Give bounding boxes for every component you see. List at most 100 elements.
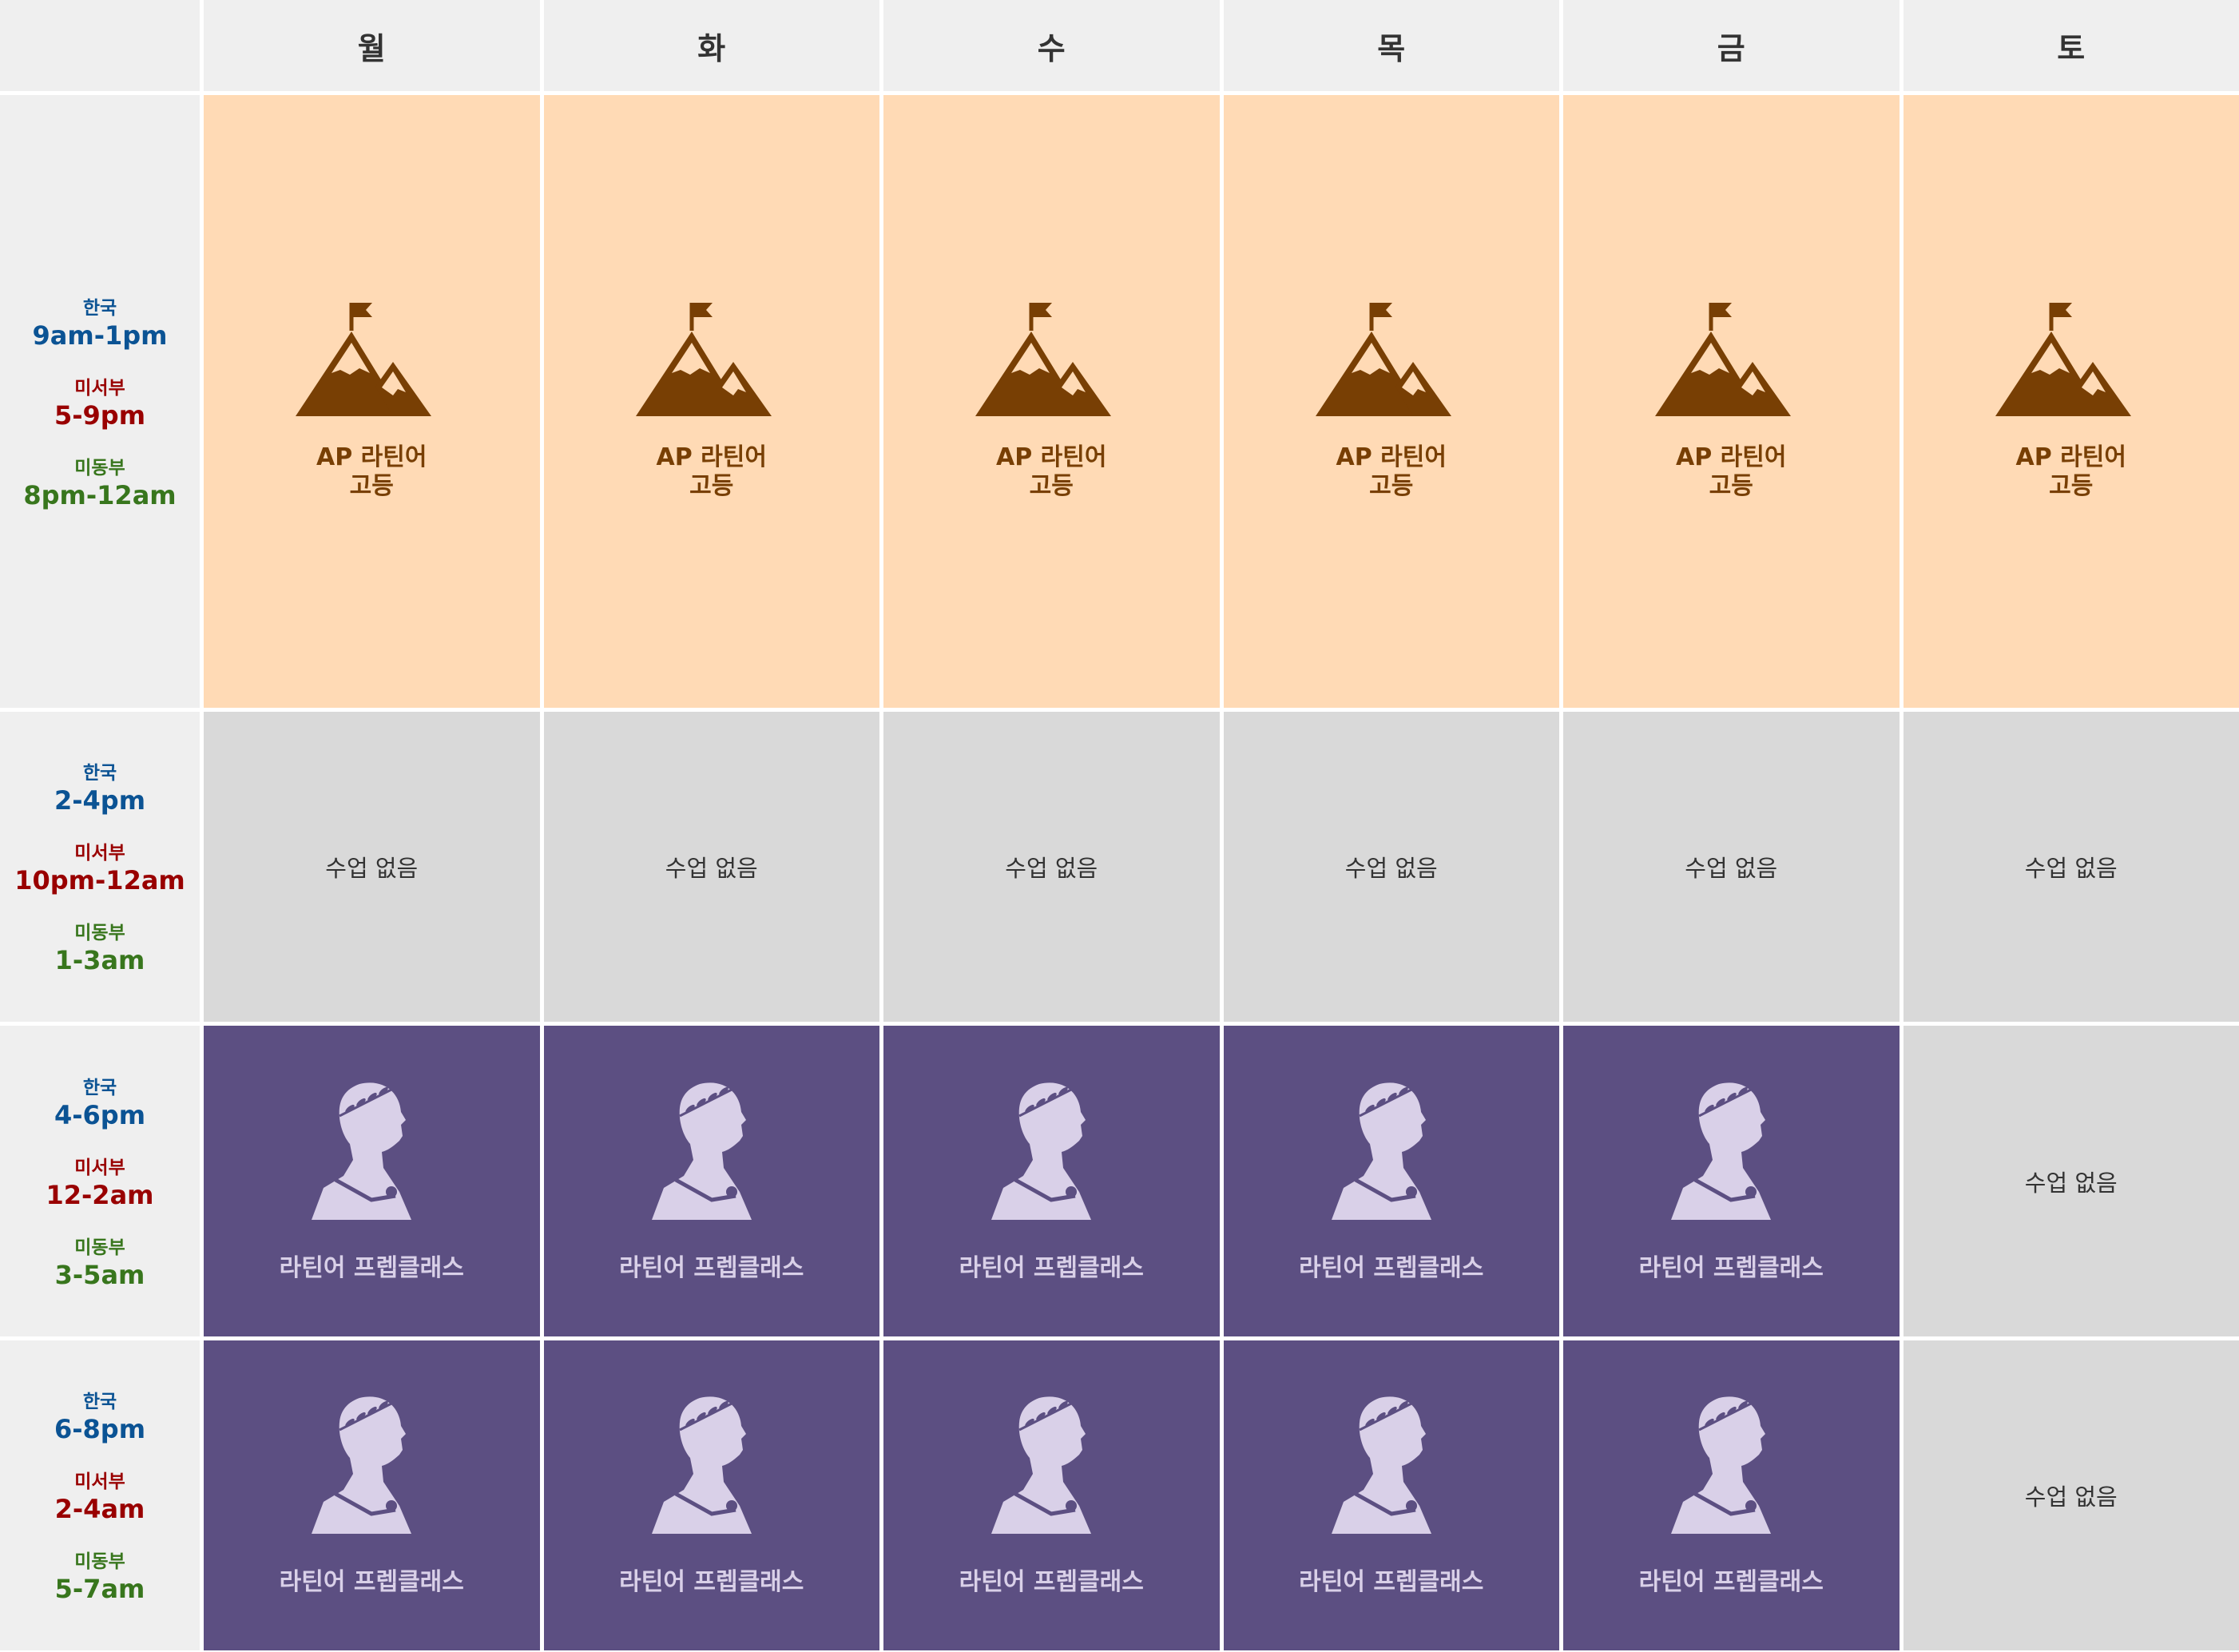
day-header: 토 (1903, 0, 2239, 91)
class-level: 고등 (1029, 471, 1074, 500)
class-name: 수업 없음 (2024, 855, 2118, 882)
no-class-cell: 수업 없음 (204, 712, 540, 1022)
west-time-range: 2-4am (54, 1494, 145, 1524)
korea-zone-label: 한국 (82, 297, 117, 319)
class-cell[interactable]: 라틴어 프렙클래스 (1223, 1026, 1559, 1336)
class-name: 라틴어 프렙클래스 (279, 1253, 464, 1282)
roman-bust-icon (1331, 1080, 1451, 1248)
time-slot-cell: 한국 4-6pm 미서부 12-2am 미동부 3-5am (0, 1026, 200, 1336)
korea-time-range: 6-8pm (54, 1414, 146, 1444)
korea-time-range: 4-6pm (54, 1099, 146, 1130)
class-cell[interactable]: AP 라틴어 고등 (883, 95, 1220, 708)
day-header: 목 (1223, 0, 1559, 91)
class-level: 고등 (689, 471, 734, 500)
korea-zone-label: 한국 (82, 1077, 117, 1098)
roman-bust-icon (312, 1394, 431, 1562)
class-level: 고등 (1709, 471, 1753, 500)
class-name: 수업 없음 (325, 855, 419, 882)
west-time-range: 10pm-12am (14, 865, 185, 895)
class-name: 라틴어 프렙클래스 (1299, 1253, 1484, 1282)
mountain-flag-icon (975, 302, 1127, 443)
class-name: 라틴어 프렙클래스 (959, 1568, 1144, 1596)
no-class-cell: 수업 없음 (1223, 712, 1559, 1022)
class-cell[interactable]: 라틴어 프렙클래스 (1563, 1340, 1900, 1650)
class-name: 수업 없음 (1005, 855, 1098, 882)
class-name: 라틴어 프렙클래스 (619, 1568, 804, 1596)
class-cell[interactable]: 라틴어 프렙클래스 (1563, 1026, 1900, 1336)
class-level: 고등 (2049, 471, 2094, 500)
west-zone-label: 미서부 (74, 1157, 125, 1178)
mountain-flag-icon (1315, 302, 1467, 443)
roman-bust-icon (651, 1080, 772, 1248)
no-class-cell: 수업 없음 (543, 712, 879, 1022)
mountain-flag-icon (1655, 302, 1807, 443)
east-zone-label: 미동부 (74, 457, 125, 479)
korea-zone-label: 한국 (82, 763, 117, 784)
west-time-range: 12-2am (46, 1179, 154, 1210)
roman-bust-icon (1671, 1080, 1791, 1248)
east-time-range: 8pm-12am (23, 479, 177, 510)
day-header: 수 (883, 0, 1220, 91)
west-zone-label: 미서부 (74, 843, 125, 864)
class-name: 라틴어 프렙클래스 (1638, 1568, 1824, 1596)
time-slot-cell: 한국 9am-1pm 미서부 5-9pm 미동부 8pm-12am (0, 95, 200, 708)
class-name: 수업 없음 (2024, 1483, 2118, 1511)
class-name: 수업 없음 (665, 855, 758, 882)
time-slot-cell: 한국 2-4pm 미서부 10pm-12am 미동부 1-3am (0, 712, 200, 1022)
class-name: AP 라틴어 (656, 443, 767, 471)
class-name: 수업 없음 (1344, 855, 1438, 882)
mountain-flag-icon (1995, 302, 2147, 443)
mountain-flag-icon (635, 302, 788, 443)
class-name: AP 라틴어 (316, 443, 427, 471)
class-name: 라틴어 프렙클래스 (619, 1253, 804, 1282)
roman-bust-icon (1331, 1394, 1451, 1562)
roman-bust-icon (1671, 1394, 1791, 1562)
class-name: 라틴어 프렙클래스 (1299, 1568, 1484, 1596)
class-cell[interactable]: AP 라틴어 고등 (1903, 95, 2239, 708)
class-cell[interactable]: AP 라틴어 고등 (204, 95, 540, 708)
class-cell[interactable]: AP 라틴어 고등 (1563, 95, 1900, 708)
east-zone-label: 미동부 (74, 1237, 125, 1258)
class-name: AP 라틴어 (1676, 443, 1787, 471)
no-class-cell: 수업 없음 (883, 712, 1220, 1022)
class-cell[interactable]: 라틴어 프렙클래스 (543, 1340, 879, 1650)
west-zone-label: 미서부 (74, 1471, 125, 1492)
day-header: 월 (204, 0, 540, 91)
day-header: 화 (543, 0, 879, 91)
roman-bust-icon (312, 1080, 431, 1248)
no-class-cell: 수업 없음 (1903, 1340, 2239, 1650)
class-level: 고등 (349, 471, 394, 500)
roman-bust-icon (651, 1394, 772, 1562)
class-level: 고등 (1369, 471, 1414, 500)
class-cell[interactable]: 라틴어 프렙클래스 (1223, 1340, 1559, 1650)
mountain-flag-icon (296, 302, 447, 443)
roman-bust-icon (991, 1080, 1111, 1248)
east-zone-label: 미동부 (74, 1551, 125, 1572)
west-zone-label: 미서부 (74, 377, 125, 399)
east-time-range: 3-5am (54, 1259, 145, 1290)
class-cell[interactable]: AP 라틴어 고등 (1223, 95, 1559, 708)
west-time-range: 5-9pm (54, 399, 146, 431)
class-name: AP 라틴어 (2015, 443, 2126, 471)
korea-time-range: 9am-1pm (32, 320, 168, 351)
header-corner (0, 0, 200, 91)
day-header: 금 (1563, 0, 1900, 91)
korea-time-range: 2-4pm (54, 785, 146, 816)
class-name: AP 라틴어 (1336, 443, 1447, 471)
east-zone-label: 미동부 (74, 923, 125, 943)
east-time-range: 1-3am (54, 945, 145, 975)
roman-bust-icon (991, 1394, 1111, 1562)
no-class-cell: 수업 없음 (1563, 712, 1900, 1022)
class-cell[interactable]: 라틴어 프렙클래스 (883, 1340, 1220, 1650)
time-slot-cell: 한국 6-8pm 미서부 2-4am 미동부 5-7am (0, 1340, 200, 1650)
class-name: 라틴어 프렙클래스 (959, 1253, 1144, 1282)
class-cell[interactable]: 라틴어 프렙클래스 (883, 1026, 1220, 1336)
class-cell[interactable]: AP 라틴어 고등 (543, 95, 879, 708)
no-class-cell: 수업 없음 (1903, 1026, 2239, 1336)
class-name: 라틴어 프렙클래스 (1638, 1253, 1824, 1282)
class-cell[interactable]: 라틴어 프렙클래스 (543, 1026, 879, 1336)
class-cell[interactable]: 라틴어 프렙클래스 (204, 1026, 540, 1336)
class-cell[interactable]: 라틴어 프렙클래스 (204, 1340, 540, 1650)
korea-zone-label: 한국 (82, 1392, 117, 1412)
